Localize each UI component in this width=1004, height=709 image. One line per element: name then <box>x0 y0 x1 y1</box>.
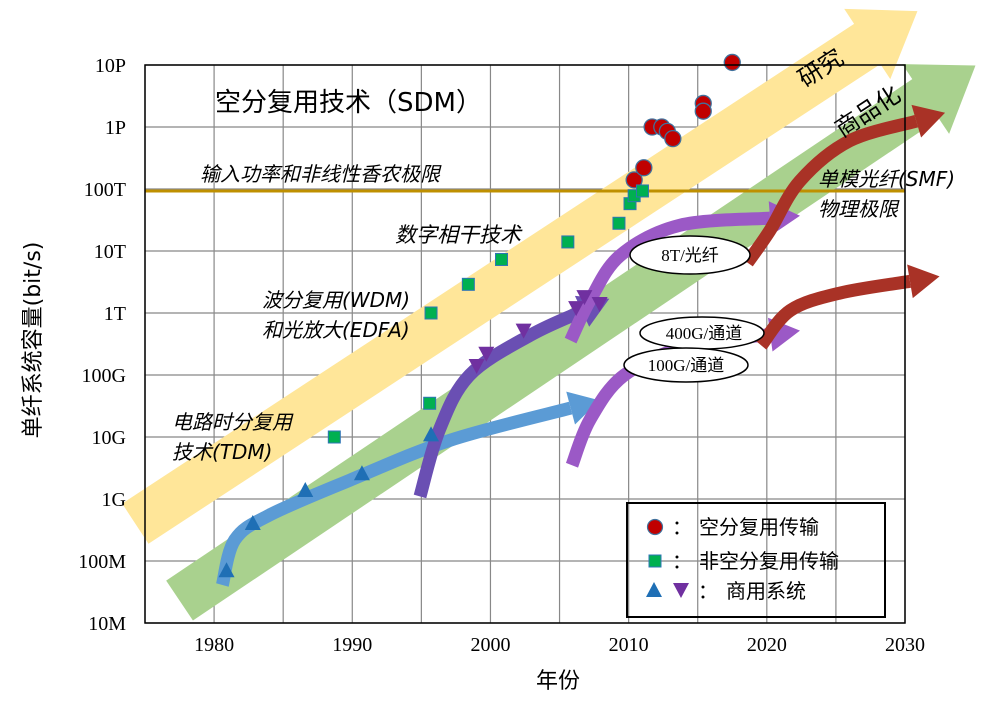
oval-100g: 100G/通道 <box>623 347 749 383</box>
y-tick-label: 1T <box>104 303 126 325</box>
non-sdm-point <box>424 306 438 320</box>
plot-frame <box>144 64 906 624</box>
trend-arrow-head-0 <box>566 391 600 425</box>
sdm-title: 空分复用技术（SDM） <box>215 88 482 118</box>
legend-sep-3: ： <box>698 579 718 603</box>
trend-bands <box>122 8 976 621</box>
legend-square-marker <box>648 554 662 568</box>
shannon-label: 输入功率和非线性香农极限 <box>200 162 442 186</box>
y-tick-label: 10G <box>92 427 126 449</box>
commercial-point-up <box>423 426 440 442</box>
axis-ticks: 1980 1990 2000 2010 2020 2030 10M 100M 1G 10G 100G… <box>78 55 925 656</box>
oval-400g: 400G/通道 <box>639 316 765 350</box>
wdm-label-line1: 波分复用(WDM) <box>262 288 410 312</box>
commercial-point-up <box>218 562 235 578</box>
tdm-label-line2: 技术(TDM) <box>172 440 272 464</box>
wdm-label-line2: 和光放大(EDFA) <box>262 318 410 342</box>
legend-box <box>626 502 886 618</box>
y-tick-label: 1G <box>102 489 126 511</box>
non-sdm-point <box>423 396 437 410</box>
x-tick-label: 2010 <box>609 634 649 656</box>
non-sdm-point <box>561 235 575 249</box>
commercial-point-up <box>297 481 314 497</box>
y-tick-label: 10P <box>95 55 126 77</box>
oval-8t: 8T/光纤 <box>629 235 751 275</box>
y-tick-label: 1P <box>105 117 126 139</box>
non-sdm-point <box>495 252 509 266</box>
x-tick-label: 2030 <box>885 634 925 656</box>
legend-triangle-down-marker <box>673 583 689 598</box>
y-tick-label: 10M <box>88 613 126 635</box>
commercial-point-down <box>515 323 532 339</box>
commercial-point-up <box>353 465 370 481</box>
commercial-point-down <box>591 296 608 312</box>
trend-arrow-head-5 <box>907 264 940 299</box>
legend-label-commercial: 商用系统 <box>726 579 806 603</box>
data-points <box>218 53 741 578</box>
x-tick-label: 2000 <box>470 634 510 656</box>
y-tick-label: 100T <box>84 179 126 201</box>
y-tick-label: 100M <box>78 551 126 573</box>
legend: ： 空分复用传输 ： 非空分复用传输 ： 商用系统 <box>626 502 886 618</box>
x-tick-label: 1990 <box>332 634 372 656</box>
commercial-point-down <box>568 301 585 317</box>
non-sdm-point <box>635 184 649 198</box>
non-sdm-point <box>461 277 475 291</box>
trend-arrow-0 <box>216 401 573 587</box>
sdm-point <box>694 102 712 120</box>
y-tick-label: 10T <box>94 241 126 263</box>
sdm-point <box>664 129 682 148</box>
band-research <box>122 8 918 544</box>
oval-400g-label: 400G/通道 <box>666 324 743 343</box>
commercial-point-down <box>478 346 495 362</box>
trend-arrow-head-4 <box>911 104 946 138</box>
legend-label-non-sdm: 非空分复用传输 <box>699 549 839 573</box>
non-sdm-point <box>327 430 341 444</box>
sdm-point <box>723 53 741 72</box>
sdm-point <box>635 159 653 177</box>
smf-label-line1: 单模光纤(SMF) <box>818 167 955 191</box>
x-tick-label: 1980 <box>194 634 234 656</box>
legend-circle-marker <box>646 518 664 536</box>
coherent-label: 数字相干技术 <box>395 223 523 247</box>
smf-label-line2: 物理极限 <box>818 197 900 221</box>
commercial-point-up <box>244 515 261 531</box>
band-commercial <box>166 64 976 621</box>
oval-8t-label: 8T/光纤 <box>661 246 719 265</box>
trend-arrow-4 <box>742 114 919 267</box>
trend-arrow-5 <box>756 274 912 350</box>
legend-label-sdm: 空分复用传输 <box>699 515 819 539</box>
legend-sep-1: ： <box>672 515 692 539</box>
legend-sep-2: ： <box>672 549 692 573</box>
trend-arrow-2 <box>564 211 771 344</box>
y-axis-label: 单纤系统容量(bit/s) <box>21 242 46 439</box>
commercial-point-down <box>576 290 593 306</box>
trend-arrow-1 <box>413 305 585 499</box>
commercial-point-down <box>468 358 485 374</box>
tdm-label-line1: 电路时分复用 <box>172 410 294 434</box>
x-axis-label: 年份 <box>536 669 580 694</box>
oval-100g-label: 100G/通道 <box>648 356 725 375</box>
non-sdm-point <box>612 216 626 230</box>
legend-triangle-up-marker <box>646 582 662 597</box>
y-tick-label: 100G <box>82 365 126 387</box>
x-tick-label: 2020 <box>747 634 787 656</box>
sdm-point <box>625 171 643 189</box>
